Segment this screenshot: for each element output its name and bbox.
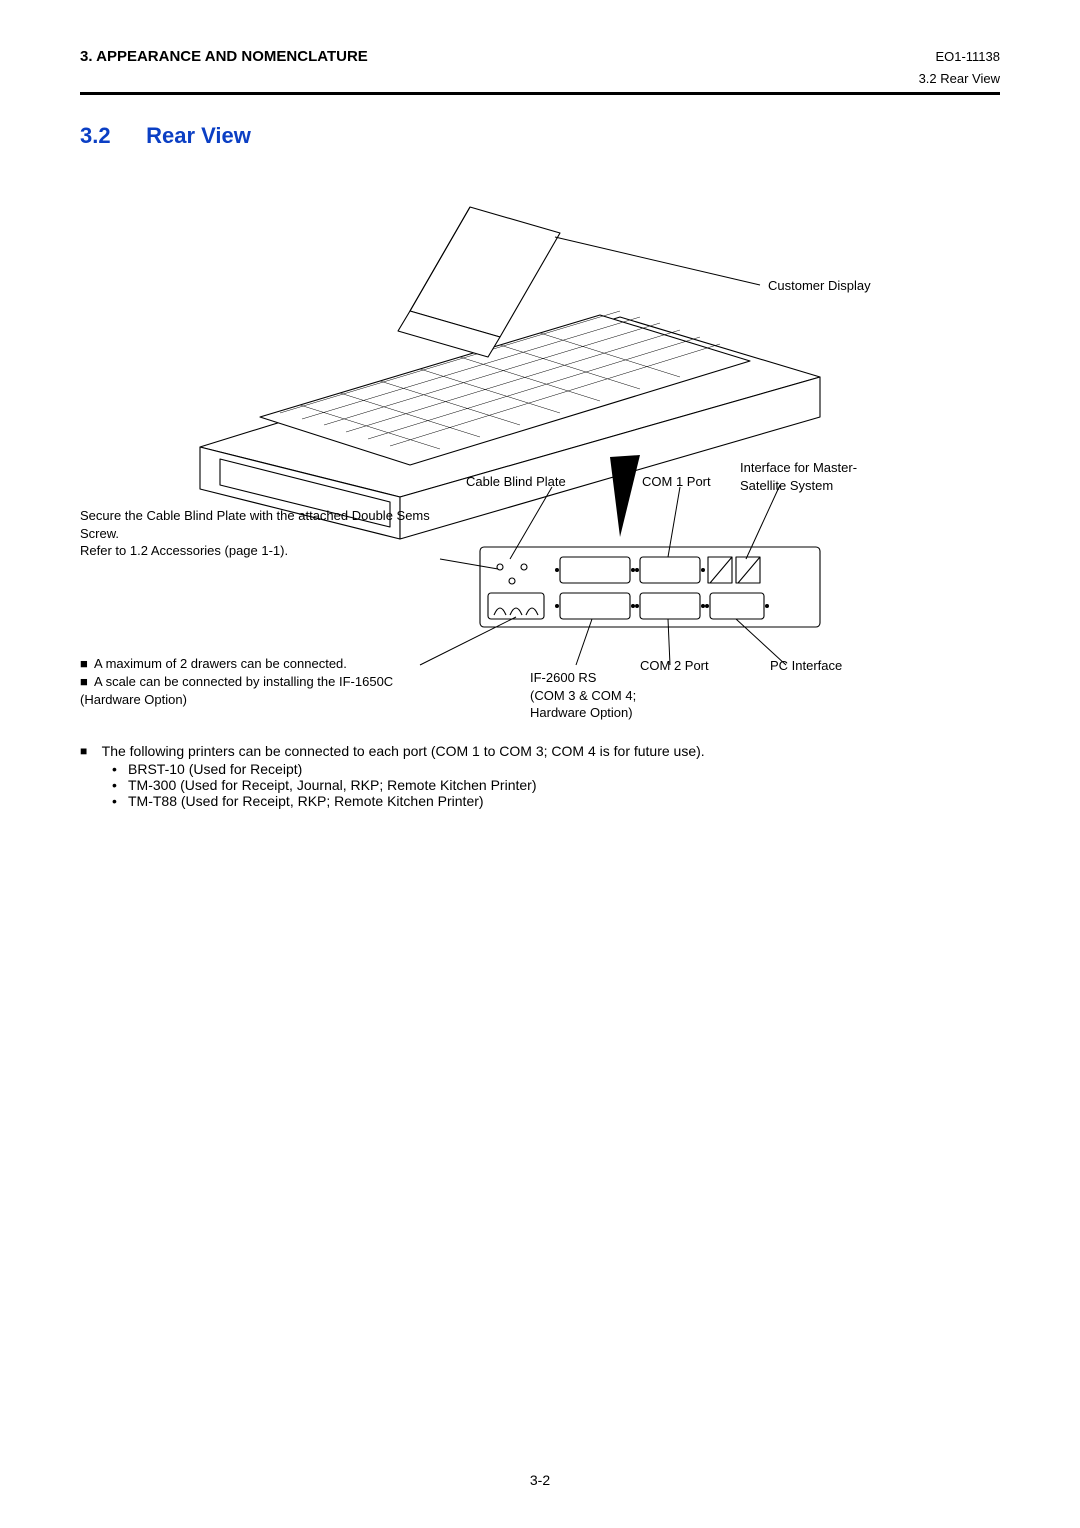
section-ref: 3.2 Rear View <box>80 71 1000 86</box>
label-com2-port: COM 2 Port <box>640 657 709 675</box>
chapter-title: 3. APPEARANCE AND NOMENCLATURE <box>80 48 368 65</box>
label-cable-blind-plate: Cable Blind Plate <box>466 473 566 491</box>
callout-scale-text: A scale can be connected by installing t… <box>80 674 393 707</box>
label-if2600: IF-2600 RS (COM 3 & COM 4; Hardware Opti… <box>530 669 670 722</box>
label-customer-display: Customer Display <box>768 277 871 295</box>
label-interface-master-satellite: Interface for Master-Satellite System <box>740 459 890 494</box>
printer-item: TM-T88 (Used for Receipt, RKP; Remote Ki… <box>112 793 1000 809</box>
callout-drawers: ■A maximum of 2 drawers can be connected… <box>80 655 440 673</box>
label-secure-note: Secure the Cable Blind Plate with the at… <box>80 507 440 560</box>
section-number: 3.2 <box>80 123 140 149</box>
printer-item: TM-300 (Used for Receipt, Journal, RKP; … <box>112 777 1000 793</box>
label-com1-port: COM 1 Port <box>642 473 711 491</box>
callout-drawers-text: A maximum of 2 drawers can be connected. <box>94 656 347 671</box>
rear-view-diagram: Customer Display Cable Blind Plate COM 1… <box>80 167 1000 727</box>
section-heading: 3.2 Rear View <box>80 123 1000 149</box>
note-printers-intro: The following printers can be connected … <box>102 743 705 759</box>
page-number: 3-2 <box>0 1472 1080 1488</box>
notes-list: The following printers can be connected … <box>80 743 1000 809</box>
printers-sublist: BRST-10 (Used for Receipt) TM-300 (Used … <box>112 761 1000 809</box>
header-rule <box>80 92 1000 95</box>
device-illustration <box>80 167 1000 727</box>
callout-scale: ■A scale can be connected by installing … <box>80 673 440 708</box>
note-printers: The following printers can be connected … <box>80 743 1000 809</box>
section-title: Rear View <box>146 123 251 148</box>
label-pc-interface: PC Interface <box>770 657 842 675</box>
doc-number: EO1-11138 <box>935 49 1000 64</box>
printer-item: BRST-10 (Used for Receipt) <box>112 761 1000 777</box>
